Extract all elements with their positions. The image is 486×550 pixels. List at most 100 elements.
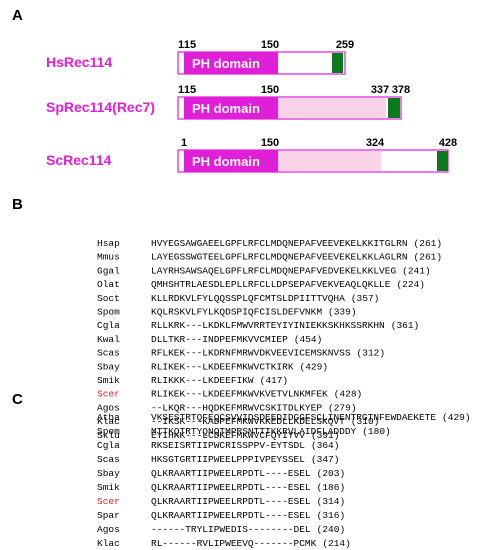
position-label: 15 xyxy=(184,39,196,51)
sequence: RLIKKK---LKDEEFIKW xyxy=(151,375,254,386)
sequence-length: (357) xyxy=(351,293,380,304)
species-name: Sbay xyxy=(97,361,120,372)
sequence: QLKRAARTIIPWEELRPDTL----ESEL xyxy=(151,496,311,507)
disordered-region xyxy=(278,98,386,118)
sequence-length: (214) xyxy=(322,538,351,549)
sequence: QMHSHTRLAESDLEPLLRFCLLDPSEPAFVEKVEAQLQKL… xyxy=(151,279,391,290)
position-label: 150 xyxy=(261,39,279,51)
species-name: Olat xyxy=(97,279,120,290)
sequence-length: (240) xyxy=(317,524,346,535)
sequence: ------TRYLIPWEDIS--------DEL xyxy=(151,524,311,535)
species-name: Ggal xyxy=(97,265,120,276)
sequence-length: (314) xyxy=(317,496,346,507)
position-label: 324 xyxy=(366,137,385,149)
panel-label: C xyxy=(12,391,23,408)
sequence: --IKSK---KADPEFMKWVKKEDLLKDELSKQVT xyxy=(151,416,345,427)
sequence-length: (224) xyxy=(396,279,425,290)
sequence-length: (454) xyxy=(294,334,323,345)
species-name: Spom xyxy=(97,426,120,437)
species-name: Agos xyxy=(97,402,120,413)
sequence-length: (180) xyxy=(362,426,391,437)
sequence-length: (339) xyxy=(328,307,357,318)
sequence-length: (316) xyxy=(317,510,346,521)
position-label: 1 xyxy=(178,84,184,96)
sequence: RLLKRK---LKDKLFMWVRRTEYIYINIEKKSKHKSSRKH… xyxy=(151,320,385,331)
sequence: LAYEGSSWGTEELGPFLRFCLMDQNEPAFVEEVEKELKKL… xyxy=(151,252,408,263)
sequence: QLKRAARTIIPWEELRPDTL----ESEL xyxy=(151,510,311,521)
c-terminal-box xyxy=(388,98,400,118)
species-name: Atha xyxy=(97,412,120,423)
species-name: Agos xyxy=(97,524,120,535)
sequence-length: (261) xyxy=(414,252,443,263)
sequence: DLLTKR---INDPEFMKVVCMIEP xyxy=(151,334,288,345)
sequence: EYIHKK---LCDKEFMKWVCFQYIYVV xyxy=(151,430,305,441)
sequence: RL------RVLIPWEEVQ-------PCMK xyxy=(151,538,317,549)
position-label: 150 xyxy=(261,84,279,96)
sequence-length: (429) xyxy=(442,412,471,423)
sequence-length: (241) xyxy=(402,265,431,276)
species-name: Klac xyxy=(97,538,120,549)
sequence-length: (361) xyxy=(391,320,420,331)
sequence-length: (417) xyxy=(260,375,289,386)
species-name: Mmus xyxy=(97,252,120,263)
species-name: Scas xyxy=(97,454,120,465)
species-name: Klac xyxy=(97,416,120,427)
panel-label: B xyxy=(12,196,23,213)
sequence-length: (310) xyxy=(351,416,380,427)
sequence-length: (203) xyxy=(317,468,346,479)
species-name: Kwal xyxy=(97,334,120,345)
sequence: RLIKEK---LKDEEFMKWVCTKIRK xyxy=(151,361,294,372)
sequence-length: (429) xyxy=(300,361,329,372)
sequence: VKSESTRTQFEQCSVVIDSDEEDIDGGFSCLINENTRGTN… xyxy=(151,412,436,423)
sequence-length: (279) xyxy=(328,402,357,413)
sequence: RKSEISRTIIPWCRISSPPV-EYTSDL xyxy=(151,440,305,451)
sequence-length: (364) xyxy=(311,440,340,451)
position-label: 259 xyxy=(336,39,354,51)
sequence-length: (428) xyxy=(334,389,363,400)
species-name: Cgla xyxy=(97,440,120,451)
position-label: 1 xyxy=(178,39,184,51)
disordered-region xyxy=(278,151,381,171)
ph-domain xyxy=(184,97,278,119)
sequence: QLKRAARTIIPWEELRPDTL----ESEL xyxy=(151,468,311,479)
sequence: RLIKEK---LKDEEFMKWVKVETVLNKMFEK xyxy=(151,389,328,400)
c-terminal-box xyxy=(332,53,343,73)
sequence: --LKQR---HQDKEFMRWVCSKITDLKYEP xyxy=(151,402,322,413)
protein-name: SpRec114(Rec7) xyxy=(46,99,155,115)
sequence: LAYRHSAWSAQELGPFLRFCLMDQNEPAFVEDVEKELKKL… xyxy=(151,265,396,276)
species-name: Sklu xyxy=(97,430,120,441)
species-name: Spar xyxy=(97,510,120,521)
ph-domain xyxy=(184,150,278,172)
species-name: Scer xyxy=(97,496,120,507)
position-label: 378 xyxy=(392,84,410,96)
domain-label: PH domain xyxy=(192,154,260,169)
sequence-length: (261) xyxy=(414,238,443,249)
domain-label: PH domain xyxy=(192,101,260,116)
sequence-length: (347) xyxy=(311,454,340,465)
species-name: Scas xyxy=(97,348,120,359)
sequence-length: (186) xyxy=(317,482,346,493)
position-label: 150 xyxy=(261,137,279,149)
position-label: 428 xyxy=(439,137,457,149)
sequence: QLKRAARTIIPWEELRPDTL----ESEL xyxy=(151,482,311,493)
sequence: KQLRSKVLFYLKQDSPIQFCISLDEFVNKM xyxy=(151,307,322,318)
position-label: 15 xyxy=(184,84,196,96)
c-terminal-box xyxy=(437,151,448,171)
species-name: Soct xyxy=(97,293,120,304)
sequence: KLLRDKVLFYLQQSSPLQFCMTSLDPIITTVQHA xyxy=(151,293,345,304)
species-name: Cgla xyxy=(97,320,120,331)
sequence-length: (312) xyxy=(357,348,386,359)
protein-name: ScRec114 xyxy=(46,152,112,168)
domain-label: PH domain xyxy=(192,56,260,71)
species-name: Smik xyxy=(97,482,120,493)
species-name: Smik xyxy=(97,375,120,386)
position-label: 337 xyxy=(371,84,389,96)
sequence: MTTKQTRTYQNQTMPRSNTTTKKRVLAIDFLADDDY xyxy=(151,426,357,437)
protein-name: HsRec114 xyxy=(46,54,112,70)
species-name: Sbay xyxy=(97,468,120,479)
sequence-length: (391) xyxy=(311,430,340,441)
position-label: 1 xyxy=(181,137,187,149)
species-name: Scer xyxy=(97,389,120,400)
species-name: Spom xyxy=(97,307,120,318)
